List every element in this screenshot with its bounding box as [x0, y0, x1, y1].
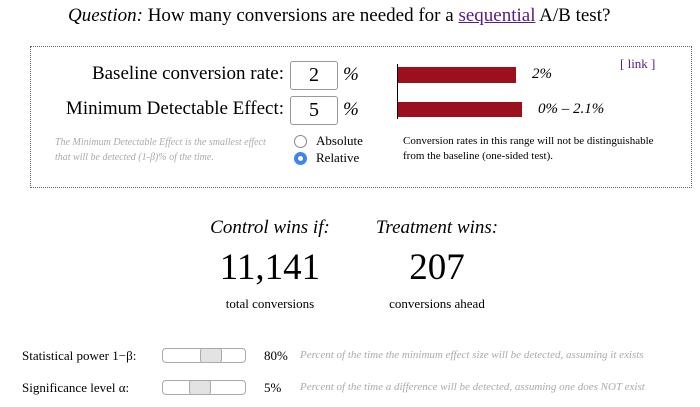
baseline-label: Baseline conversion rate: — [91, 63, 284, 84]
setting-value: 5% — [264, 380, 282, 395]
mde-label: Minimum Detectable Effect: — [65, 98, 284, 119]
result-value: 11,141 — [219, 247, 321, 288]
range-bar — [398, 102, 522, 117]
result-value: 207 — [409, 247, 465, 288]
significance-slider[interactable] — [162, 380, 246, 395]
baseline-bar — [398, 67, 516, 83]
unit: % — [343, 64, 359, 85]
link-text[interactable]: [ link ] — [620, 56, 656, 71]
radio-relative[interactable] — [294, 152, 307, 165]
title-link[interactable]: sequential — [458, 5, 536, 26]
unit: % — [343, 99, 359, 120]
link[interactable]: [ link ] — [620, 56, 655, 72]
setting-description: Percent of the time the minimum effect s… — [300, 349, 644, 361]
baseline-result: 2% — [532, 66, 552, 82]
power-slider[interactable] — [162, 348, 246, 363]
setting-label: Statistical power 1−β: — [22, 348, 137, 363]
mde-note: The Minimum Detectable Effect is the sma… — [55, 137, 266, 163]
title: Question: How many conversions are neede… — [68, 5, 610, 27]
slider-thumb[interactable] — [200, 348, 222, 363]
range-result: 0% – 2.1% — [538, 101, 605, 117]
slider-thumb[interactable] — [189, 380, 211, 395]
title-text: How many conversions are needed for a — [147, 5, 454, 26]
axis-line — [397, 64, 398, 119]
input-panel — [30, 46, 692, 188]
result-caption: total conversions — [225, 296, 315, 311]
option-label[interactable]: Absolute — [316, 133, 363, 148]
title-text: A/B test? — [539, 5, 611, 26]
baseline-input[interactable]: 2 — [290, 61, 338, 90]
option-label[interactable]: Relative — [316, 150, 360, 165]
radio-absolute[interactable] — [294, 135, 307, 148]
result-heading: Control wins if: — [210, 217, 330, 238]
setting-value: 80% — [264, 348, 288, 363]
result-caption: conversions ahead — [389, 296, 485, 311]
setting-label: Significance level α: — [22, 380, 130, 395]
title-label: Question: — [68, 5, 143, 26]
range-note: Conversion rates in this range will not … — [403, 135, 654, 162]
setting-description: Percent of the time a difference will be… — [300, 381, 645, 393]
result-heading: Treatment wins: — [375, 217, 499, 238]
mde-input[interactable]: 5 — [290, 96, 338, 125]
